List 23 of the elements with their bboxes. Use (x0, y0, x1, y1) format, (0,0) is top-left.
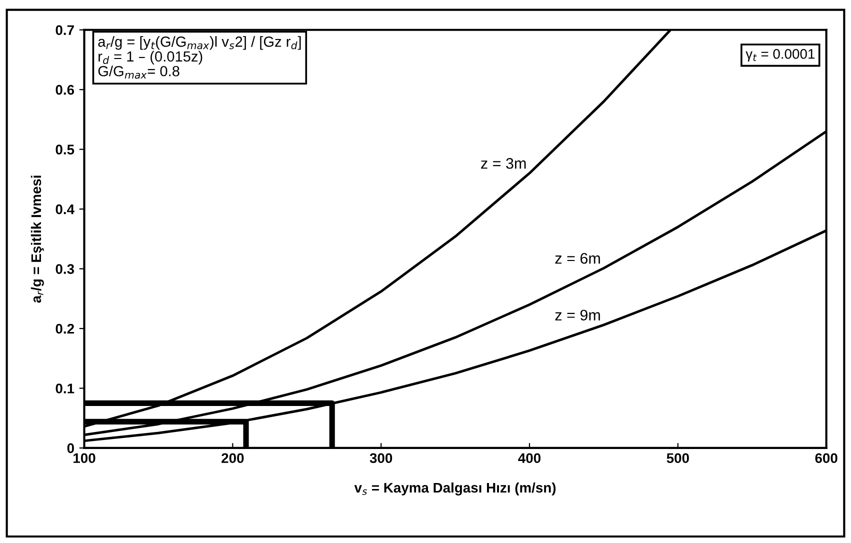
x-tick-label: 400 (518, 453, 541, 464)
x-tick-label: 600 (815, 453, 838, 464)
y-tick-label: 0.3 (56, 264, 74, 274)
annotation: γ$_{t}$ = 0.0001 (746, 48, 815, 62)
series-label: z = 6m (555, 252, 600, 264)
x-tick-label: 500 (666, 453, 689, 464)
y-tick-label: 0.4 (56, 204, 74, 214)
y-tick-label: 0 (67, 443, 74, 454)
y-axis-title: a$_{r}$/g = Eşitlik Ivmesi (30, 176, 44, 303)
annotation: r$_{d}$ = 1 – (0.015z) (98, 50, 202, 64)
annotation: G/G$_{max}$= 0.8 (98, 66, 180, 79)
y-tick-label: 0.6 (56, 84, 74, 95)
y-tick-label: 0.2 (56, 324, 74, 334)
y-tick-label: 0.1 (56, 384, 74, 394)
series-label: z = 9m (555, 310, 600, 321)
x-tick-label: 200 (222, 453, 244, 464)
series-label: z = 3m (481, 158, 526, 169)
text: a$_{r}$/g = [y$_{t}$(G/G$_{max}$)l v$_{s}$2] / [Gz r$_{d}$] (98, 36, 301, 50)
y-tick-label: 0.7 (56, 25, 74, 36)
x-tick-label: 100 (74, 453, 96, 464)
x-axis-title: v$_{s}$ = Kayma Dalgası Hızı (m/sn) (354, 482, 556, 496)
x-tick-label: 300 (370, 453, 392, 464)
y-tick-label: 0.5 (56, 144, 74, 154)
